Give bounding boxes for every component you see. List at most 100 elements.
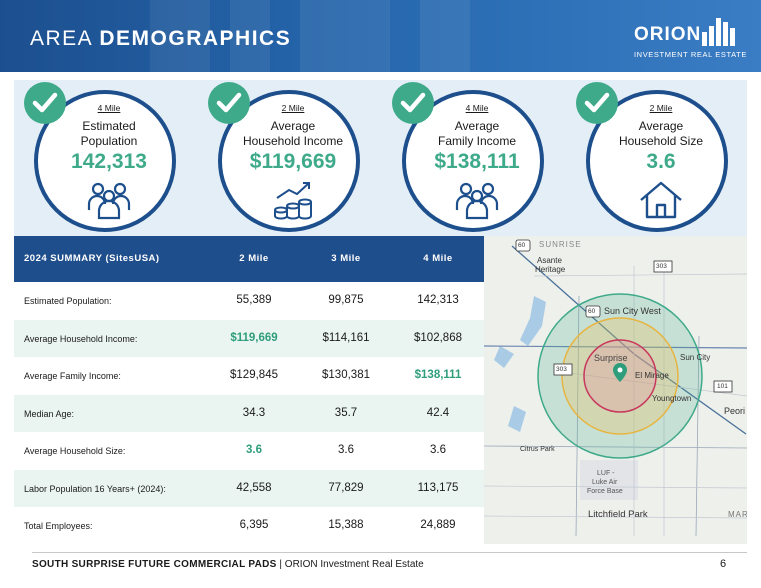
cell-value: $130,381: [322, 369, 370, 381]
map-label-el-mirage: El Mirage: [635, 371, 669, 380]
cell-value-highlight: $138,111: [414, 369, 462, 381]
cell-value: 77,829: [328, 481, 364, 494]
map-shield-303: 303: [656, 263, 667, 270]
cell-value: 3.6: [430, 444, 446, 456]
map-label-surprise: Surprise: [594, 353, 628, 363]
table-row: Labor Population 16 Years+ (2024): 42,55…: [14, 469, 484, 507]
cell-value: 55,389: [236, 294, 272, 306]
map-label-citrus-park: Citrus Park: [520, 446, 555, 453]
card-value: 142,313: [71, 150, 147, 173]
map-label-sunrise: SUNRISE: [539, 240, 582, 249]
cell-value: 6,395: [239, 519, 269, 531]
radius-map[interactable]: 60 SUNRISE Asante Heritage 303 60 Sun Ci…: [484, 236, 747, 544]
map-shield-101: 101: [717, 383, 728, 390]
card-ring: 4 Mile Average Family Income $138,111: [402, 90, 544, 232]
row-label: Average Household Size:: [24, 446, 126, 456]
stat-card-household-income: 2 Mile Average Household Income $119,669: [208, 82, 360, 232]
check-icon: [576, 82, 618, 124]
card-value: 3.6: [646, 150, 676, 173]
cell-value: 113,175: [417, 481, 459, 494]
map-label-asante: Asante: [537, 256, 562, 265]
footer-divider: [32, 552, 747, 553]
page-footer: SOUTH SURPRISE FUTURE COMMERCIAL PADS | …: [0, 552, 761, 588]
table-title: 2024 SUMMARY (SitesUSA): [24, 253, 160, 264]
people-icon: [87, 182, 131, 220]
stat-card-population: 4 Mile Estimated Population 142,313: [24, 82, 176, 232]
header-building-shape: [150, 0, 210, 72]
page-title: AREA DEMOGRAPHICS: [30, 26, 291, 52]
cell-value: 142,313: [417, 294, 459, 306]
map-label-luke-air: Luke Air: [592, 479, 618, 486]
row-label: Median Age:: [24, 408, 75, 419]
stat-card-family-income: 4 Mile Average Family Income $138,111: [392, 82, 544, 232]
table-row: Average Family Income: $129,845 $130,381…: [14, 357, 484, 395]
row-label: Total Employees:: [24, 521, 93, 531]
map-graphic: [484, 239, 747, 537]
logo-subtitle: INVESTMENT REAL ESTATE: [634, 50, 747, 59]
col-header-3-mile: 3 Mile: [331, 253, 361, 264]
stat-card-household-size: 2 Mile Average Household Size 3.6: [576, 82, 728, 232]
cell-value-highlight: 3.6: [246, 444, 262, 456]
map-label-peoria: Peori: [724, 406, 746, 416]
page-header: AREA DEMOGRAPHICS ORION INVESTMENT REAL …: [0, 0, 761, 72]
cell-value: 42.4: [426, 406, 450, 419]
map-shield-60: 60: [588, 308, 596, 315]
footer-text: SOUTH SURPRISE FUTURE COMMERCIAL PADS | …: [32, 559, 424, 570]
page-number: 6: [720, 558, 727, 570]
header-building-shape: [230, 0, 270, 72]
table-header: 2024 SUMMARY (SitesUSA) 2 Mile 3 Mile 4 …: [14, 236, 484, 282]
cell-value: 24,889: [420, 519, 456, 531]
row-label: Estimated Population:: [24, 296, 112, 306]
col-header-2-mile: 2 Mile: [239, 253, 269, 264]
table-row: Median Age: 34.3 35.7 42.4: [14, 394, 484, 432]
cell-value: $129,845: [230, 369, 278, 381]
table-row: Average Household Income: $119,669 $114,…: [14, 319, 484, 357]
orion-logo: ORION INVESTMENT REAL ESTATE: [632, 14, 747, 62]
cell-value: 99,875: [328, 294, 364, 306]
map-shield-60: 60: [518, 242, 526, 249]
check-icon: [392, 82, 434, 124]
map-label-sun-city: Sun City: [680, 353, 711, 362]
card-value: $119,669: [249, 150, 337, 173]
logo-bars-icon: [702, 16, 742, 46]
header-building-shape: [300, 0, 390, 72]
cell-value-highlight: $119,669: [230, 331, 278, 344]
map-label-youngtown: Youngtown: [652, 394, 692, 403]
coins-growth-icon: [274, 182, 312, 220]
card-label: Estimated Population: [80, 119, 138, 148]
card-mile: 4 Mile: [97, 103, 121, 113]
table-row: Total Employees: 6,395 15,388 24,889: [14, 507, 484, 545]
people-icon: [455, 182, 499, 220]
col-header-4-mile: 4 Mile: [423, 253, 453, 264]
cell-value: 35.7: [334, 406, 358, 419]
card-value: $138,111: [434, 150, 520, 173]
map-shield-303: 303: [556, 366, 567, 373]
map-label-sun-city-west: Sun City West: [604, 306, 661, 316]
cell-value: 42,558: [236, 481, 272, 494]
row-label: Average Family Income:: [24, 371, 121, 381]
card-mile: 2 Mile: [281, 103, 305, 113]
cell-value: 34.3: [242, 406, 266, 419]
title-bold: DEMOGRAPHICS: [99, 27, 292, 50]
table-row: Average Household Size: 3.6 3.6 3.6: [14, 432, 484, 470]
cell-value: $102,868: [414, 331, 462, 344]
map-label-force-base: Force Base: [587, 488, 623, 495]
title-light: AREA: [30, 27, 93, 50]
check-icon: [24, 82, 66, 124]
map-label-litchfield-park: Litchfield Park: [588, 509, 648, 520]
card-label: Average Family Income: [437, 119, 517, 148]
map-label-heritage: Heritage: [535, 265, 566, 274]
row-label: Labor Population 16 Years+ (2024):: [24, 483, 166, 494]
card-label: Average Household Size: [618, 119, 704, 148]
logo-word: ORION: [634, 24, 702, 45]
table-row: Estimated Population: 55,389 99,875 142,…: [14, 282, 484, 320]
row-label: Average Household Income:: [24, 333, 138, 344]
cell-value: $114,161: [322, 331, 370, 344]
card-mile: 4 Mile: [465, 103, 489, 113]
check-icon: [208, 82, 250, 124]
cell-value: 3.6: [338, 444, 354, 456]
stat-cards: 4 Mile Estimated Population 142,313 2 Mil…: [14, 80, 747, 236]
header-building-shape: [420, 0, 470, 72]
summary-table: 2024 SUMMARY (SitesUSA) 2 Mile 3 Mile 4 …: [14, 236, 484, 544]
map-label-luf: LUF -: [597, 470, 615, 477]
